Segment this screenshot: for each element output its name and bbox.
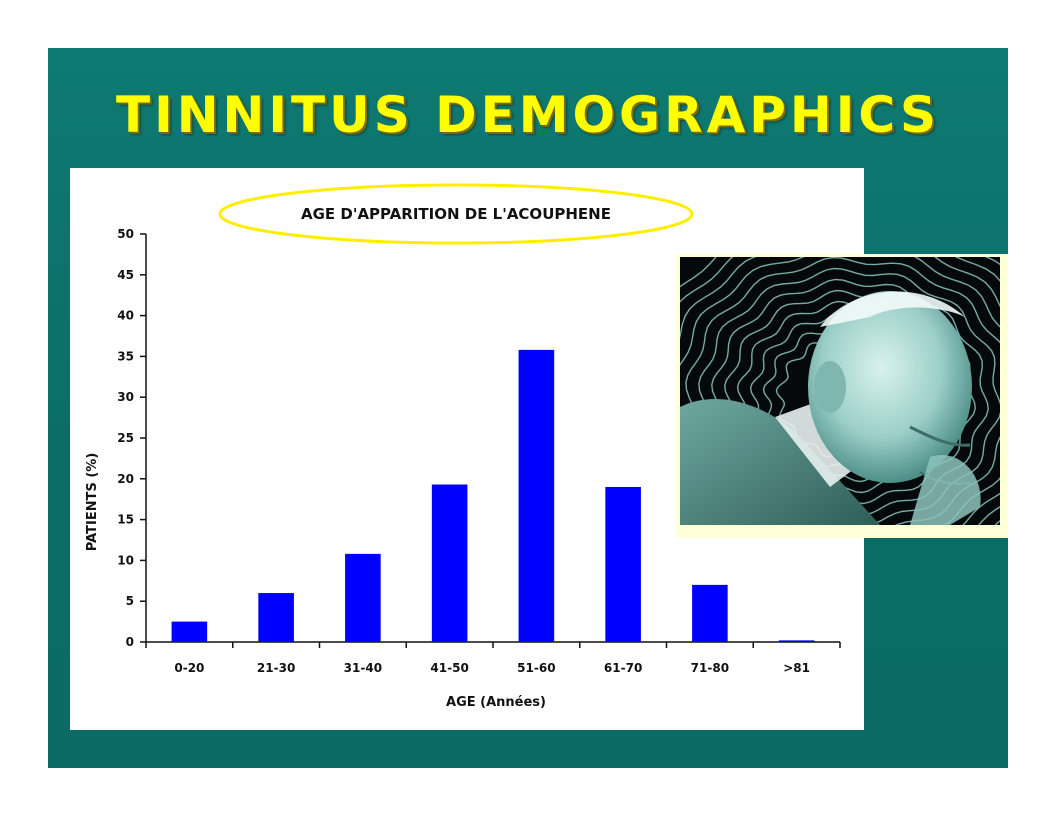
bar [431, 484, 468, 642]
y-tick-label: 40 [117, 309, 134, 323]
x-tick-label: >81 [783, 661, 810, 675]
y-tick-label: 25 [117, 431, 134, 445]
bar [692, 584, 728, 642]
photo-frame [676, 254, 1008, 538]
chart-title-ellipse [218, 183, 694, 245]
bar [605, 486, 641, 642]
x-axis-label: AGE (Années) [446, 695, 546, 710]
y-tick-label: 20 [117, 472, 134, 486]
x-tick-label: 51-60 [517, 661, 555, 675]
y-tick-label: 10 [117, 553, 134, 567]
slide-background: TINNITUS DEMOGRAPHICS AGE D'APPARITION D… [48, 48, 1008, 768]
y-tick-label: 0 [126, 635, 134, 649]
bars [171, 349, 815, 642]
y-tick-label: 50 [117, 227, 134, 241]
x-tick-label: 71-80 [691, 661, 729, 675]
elderly-man-tinnitus-photo-icon [680, 257, 1000, 525]
x-tick-label: 0-20 [174, 661, 204, 675]
bar [518, 349, 555, 642]
bar [258, 593, 294, 642]
y-axis: 0 5 10 15 20 25 30 35 40 45 50 [117, 227, 147, 649]
y-tick-label: 15 [117, 513, 134, 527]
bar [778, 640, 815, 642]
chart-title: AGE D'APPARITION DE L'ACOUPHENE [301, 205, 611, 223]
x-axis: 0-20 21-30 31-40 41-50 51-60 61-70 71-80 >81 [145, 641, 841, 675]
y-axis-label: PATIENTS (%) [85, 453, 100, 552]
bar-chart: AGE D'APPARITION DE L'ACOUPHENE 0 5 10 15 20… [85, 183, 841, 710]
bar [345, 553, 381, 642]
y-tick-label: 35 [117, 349, 134, 363]
y-tick-label: 5 [126, 594, 134, 608]
x-tick-label: 21-30 [257, 661, 295, 675]
x-tick-label: 41-50 [430, 661, 468, 675]
y-tick-label: 45 [117, 268, 134, 282]
slide-title: TINNITUS DEMOGRAPHICS [115, 86, 940, 144]
y-tick-label: 30 [117, 390, 134, 404]
x-tick-label: 31-40 [344, 661, 382, 675]
x-tick-label: 61-70 [604, 661, 642, 675]
bar [171, 621, 208, 642]
